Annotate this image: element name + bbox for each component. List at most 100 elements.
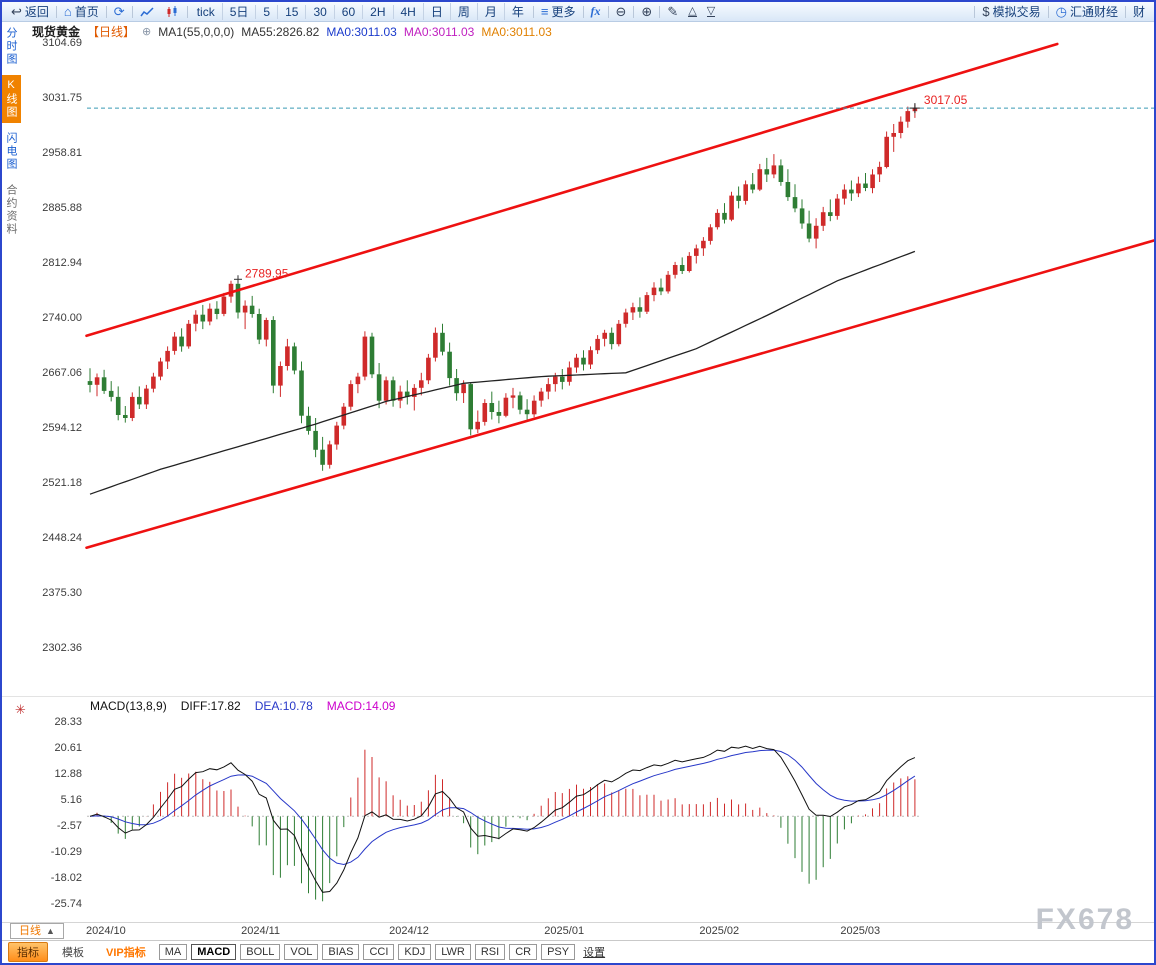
svg-text:-25.74: -25.74 xyxy=(51,898,82,910)
fx-icon: fx xyxy=(590,4,601,18)
more-label: 更多 xyxy=(551,5,576,19)
tab-templates[interactable]: 模板 xyxy=(62,947,84,959)
indicator-buttons: MA MACD BOLL VOL BIAS CCI KDJ LWR RSI CR PSY xyxy=(158,944,576,960)
home-icon: ⌂ xyxy=(63,4,72,19)
huitong-finance-button[interactable]: ◷ 汇通财经 xyxy=(1051,3,1123,20)
period-button-4H[interactable]: 4H xyxy=(392,4,423,19)
period-dropdown-label: 日线 xyxy=(19,925,41,937)
ma0-value-blue: MA0:3011.03 xyxy=(326,24,397,39)
svg-text:2025/03: 2025/03 xyxy=(840,925,880,937)
tab-indicators[interactable]: 指标 xyxy=(8,942,48,962)
macd-axis-labels: 28.33 20.61 12.88 5.16 -2.57 -10.29 -18.02 -25.… xyxy=(51,716,82,910)
draw-triangle-down-button[interactable]: ▽ xyxy=(702,6,720,17)
sidebar-item-contract-info[interactable]: 合约资料 xyxy=(2,180,21,240)
finance-calendar-button[interactable]: 财 xyxy=(1128,3,1150,20)
draw-pencil-button[interactable]: ✎ xyxy=(662,5,683,18)
indicator-button-boll[interactable]: BOLL xyxy=(240,944,281,960)
period-dropdown[interactable]: 日线 ▲ xyxy=(10,923,64,939)
trend-channel-lines[interactable] xyxy=(85,42,1156,550)
indicator-button-psy[interactable]: PSY xyxy=(541,944,576,960)
svg-text:12.88: 12.88 xyxy=(54,768,82,780)
settings-link[interactable]: 设置 xyxy=(583,947,606,959)
macd-diff-value: DIFF:17.82 xyxy=(180,699,241,713)
dropdown-arrow-icon: ▲ xyxy=(46,926,55,936)
indicator-button-macd[interactable]: MACD xyxy=(191,944,237,960)
toolbar-divider xyxy=(532,5,534,18)
zoom-in-button[interactable]: ⊕ xyxy=(636,5,657,18)
period-button-周[interactable]: 周 xyxy=(449,3,477,20)
indicator-button-bias[interactable]: BIAS xyxy=(322,944,360,960)
home-label: 首页 xyxy=(74,5,99,19)
svg-text:2448.24: 2448.24 xyxy=(42,532,82,544)
period-button-日[interactable]: 日 xyxy=(422,3,450,20)
period-button-5[interactable]: 5 xyxy=(255,4,277,19)
channel-upper-line xyxy=(85,42,1059,338)
indicator-button-rsi[interactable]: RSI xyxy=(474,944,506,960)
sidebar-item-time-share-chart[interactable]: 分时图 xyxy=(2,23,21,70)
line-chart-type-button[interactable] xyxy=(135,6,160,18)
top-toolbar: ↩ 返回 ⌂ 首页 ⟳ tick 5日 5 15 30 60 2H 4H 日周月年 ≡ xyxy=(2,2,1154,22)
svg-text:3104.69: 3104.69 xyxy=(42,37,82,49)
svg-text:2024/11: 2024/11 xyxy=(241,925,280,937)
svg-text:-2.57: -2.57 xyxy=(57,820,82,832)
add-indicator-icon[interactable]: ⊕ xyxy=(142,26,152,38)
indicator-button-ma[interactable]: MA xyxy=(158,944,188,960)
indicator-bar: 指标 模板 VIP指标 MA MACD BOLL VOL BIAS CCI KDJ LWR RSI C… xyxy=(2,940,1154,963)
draw-triangle-up-button[interactable]: △ xyxy=(683,6,701,17)
indicator-button-kdj[interactable]: KDJ xyxy=(398,944,432,960)
zoom-out-button[interactable]: ⊖ xyxy=(611,5,632,18)
period-button-tick[interactable]: tick xyxy=(196,4,215,19)
back-button[interactable]: ↩ 返回 xyxy=(6,3,54,20)
svg-text:2375.30: 2375.30 xyxy=(42,587,82,599)
dollar-icon: $ xyxy=(982,4,990,19)
svg-text:2521.18: 2521.18 xyxy=(42,477,82,489)
clock-icon: ◷ xyxy=(1055,4,1067,19)
period-button-月[interactable]: 月 xyxy=(476,3,504,20)
toolbar-divider xyxy=(633,5,635,18)
period-button-年[interactable]: 年 xyxy=(503,3,531,20)
svg-text:2958.81: 2958.81 xyxy=(42,147,82,159)
indicator-button-vol[interactable]: VOL xyxy=(284,944,319,960)
indicator-settings-icon[interactable]: ✳ xyxy=(15,702,26,717)
formula-button[interactable]: fx xyxy=(586,4,606,19)
refresh-button[interactable]: ⟳ xyxy=(109,5,130,18)
sim-trading-label: 模拟交易 xyxy=(992,5,1041,19)
svg-text:2740.00: 2740.00 xyxy=(42,312,82,324)
panel-separators xyxy=(2,696,1154,923)
period-button-30[interactable]: 30 xyxy=(305,4,333,19)
period-button-60[interactable]: 60 xyxy=(333,4,362,19)
sidebar-item-flash-chart[interactable]: 闪电图 xyxy=(2,128,21,175)
toolbar-right-group: $ 模拟交易 ◷ 汇通财经 财 xyxy=(972,3,1150,20)
toolbar-divider xyxy=(659,5,661,18)
toolbar-divider xyxy=(186,5,188,18)
triangle-up-icon: △ xyxy=(688,5,697,17)
candle-chart-type-button[interactable] xyxy=(160,5,185,18)
indicator-button-cci[interactable]: CCI xyxy=(363,944,395,960)
sidebar-item-kline-chart[interactable]: K线图 xyxy=(2,75,21,123)
toolbar-divider xyxy=(131,5,133,18)
period-button-15[interactable]: 15 xyxy=(277,4,305,19)
candlestick-series xyxy=(87,104,918,471)
indicator-button-lwr[interactable]: LWR xyxy=(435,944,471,960)
line-chart-icon xyxy=(140,6,154,16)
zoom-out-icon: ⊖ xyxy=(615,4,627,19)
period-button-2H[interactable]: 2H xyxy=(362,4,392,19)
period-button-5日[interactable]: 5日 xyxy=(221,3,256,20)
back-arrow-icon: ↩ xyxy=(11,4,22,19)
more-button[interactable]: ≡ 更多 xyxy=(536,3,581,20)
toolbar-divider xyxy=(1047,5,1049,18)
ma55-line xyxy=(89,250,916,495)
indicator-button-cr[interactable]: CR xyxy=(509,944,538,960)
tab-vip-indicators[interactable]: VIP指标 xyxy=(106,947,146,959)
candle-chart-icon xyxy=(167,5,177,17)
ma55-value: MA55:2826.82 xyxy=(241,24,320,39)
back-label: 返回 xyxy=(24,5,49,19)
home-button[interactable]: ⌂ 首页 xyxy=(59,3,104,20)
ma0-value-magenta: MA0:3011.03 xyxy=(403,24,475,39)
sim-trading-button[interactable]: $ 模拟交易 xyxy=(977,3,1045,20)
watermark: FX678 xyxy=(1035,903,1134,936)
svg-text:2667.06: 2667.06 xyxy=(42,367,82,379)
svg-text:28.33: 28.33 xyxy=(54,716,82,728)
